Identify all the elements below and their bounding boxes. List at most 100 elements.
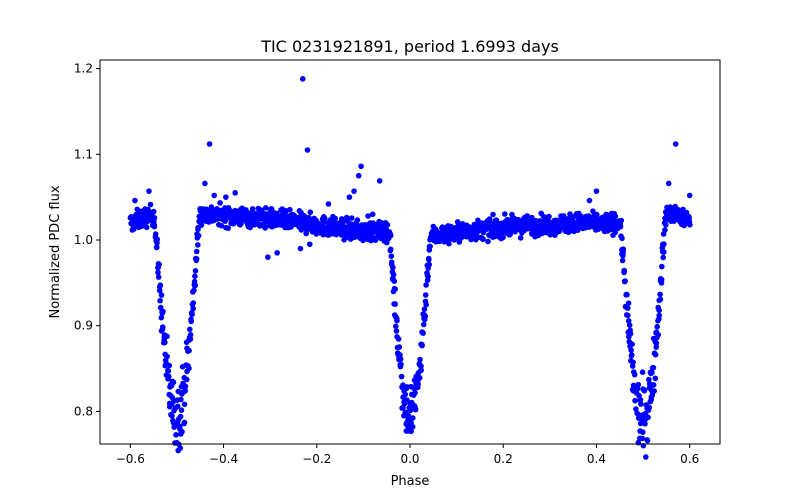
data-point (155, 274, 162, 280)
data-point (169, 413, 175, 419)
data-point (637, 397, 644, 403)
data-point (390, 271, 397, 278)
y-tick-label: 1.1 (74, 147, 93, 161)
data-point (225, 225, 231, 231)
y-tick-label: 1.2 (74, 62, 93, 76)
data-point (649, 369, 655, 376)
data-point (644, 437, 651, 444)
data-point (398, 373, 405, 380)
data-point (639, 435, 646, 442)
outlier-point (355, 172, 362, 179)
data-point (195, 242, 201, 248)
data-point (618, 217, 625, 224)
data-point (645, 414, 651, 421)
data-point (620, 249, 626, 256)
data-point (650, 382, 657, 388)
data-point (421, 306, 428, 313)
data-point (590, 208, 596, 214)
data-point (654, 323, 660, 330)
x-tick-label: 0.2 (494, 452, 513, 466)
data-point (384, 239, 390, 246)
data-point (154, 244, 160, 250)
data-point (393, 323, 399, 330)
x-tick-label: 0.6 (680, 452, 699, 466)
data-point (307, 209, 314, 215)
data-point (486, 216, 493, 222)
data-point (179, 428, 185, 435)
outlier-point (306, 241, 313, 248)
data-point (177, 445, 184, 451)
data-point (656, 312, 662, 319)
data-point (650, 364, 657, 371)
outlier-point (223, 194, 229, 200)
data-point (263, 205, 269, 211)
data-point (425, 255, 432, 262)
data-point (402, 391, 409, 398)
data-point (454, 219, 461, 225)
data-point (190, 300, 197, 306)
data-point (354, 217, 361, 223)
data-point (657, 291, 663, 298)
data-point (663, 222, 669, 228)
outlier-point (265, 254, 271, 260)
data-point (195, 232, 202, 239)
outlier-point (346, 194, 353, 200)
data-point (143, 224, 150, 231)
outlier-point (274, 250, 280, 256)
data-point (490, 211, 496, 218)
y-axis: 0.8 0.9 1.0 1.1 1.2 (74, 62, 100, 418)
data-point (624, 291, 630, 298)
chart-title: TIC 0231921891, period 1.6993 days (260, 37, 559, 56)
outlier-point (202, 180, 208, 187)
data-point (643, 454, 649, 460)
data-point (395, 336, 402, 342)
outlier-point (672, 141, 679, 147)
data-point (164, 353, 170, 360)
data-point (158, 314, 165, 321)
data-point (426, 261, 433, 268)
data-point (155, 269, 161, 276)
data-point (156, 261, 162, 268)
data-point (410, 415, 416, 421)
data-point (262, 225, 269, 231)
data-point (157, 297, 163, 304)
outlier-point (146, 188, 152, 194)
data-point (400, 404, 406, 411)
x-tick-label: −0.2 (302, 452, 331, 466)
data-point (166, 373, 172, 380)
data-point (661, 241, 667, 247)
data-point (390, 264, 396, 271)
data-point (397, 352, 403, 358)
data-point (187, 336, 194, 342)
data-point (639, 369, 646, 376)
data-point (422, 313, 429, 320)
data-point (500, 234, 506, 241)
data-point (638, 401, 644, 407)
outlier-point (232, 190, 238, 196)
data-point (396, 344, 403, 350)
data-point (154, 236, 161, 243)
data-point (427, 243, 433, 250)
data-point (393, 328, 400, 334)
data-point (612, 213, 619, 220)
data-point (394, 317, 400, 324)
data-point (186, 365, 192, 372)
data-point (397, 356, 404, 362)
data-point (646, 376, 652, 383)
outlier-point (369, 211, 376, 218)
data-point (421, 321, 427, 328)
outlier-point (211, 192, 218, 199)
x-tick-label: 0.4 (587, 452, 606, 466)
data-point (192, 268, 199, 274)
data-point (332, 215, 339, 222)
data-point (546, 213, 552, 220)
data-point (160, 308, 166, 315)
data-point (629, 352, 635, 358)
data-point (391, 278, 398, 285)
data-point (193, 256, 200, 262)
data-point (165, 368, 172, 374)
data-point (632, 397, 638, 404)
outlier-point (206, 141, 213, 147)
data-point (181, 419, 188, 426)
data-point (162, 339, 168, 346)
